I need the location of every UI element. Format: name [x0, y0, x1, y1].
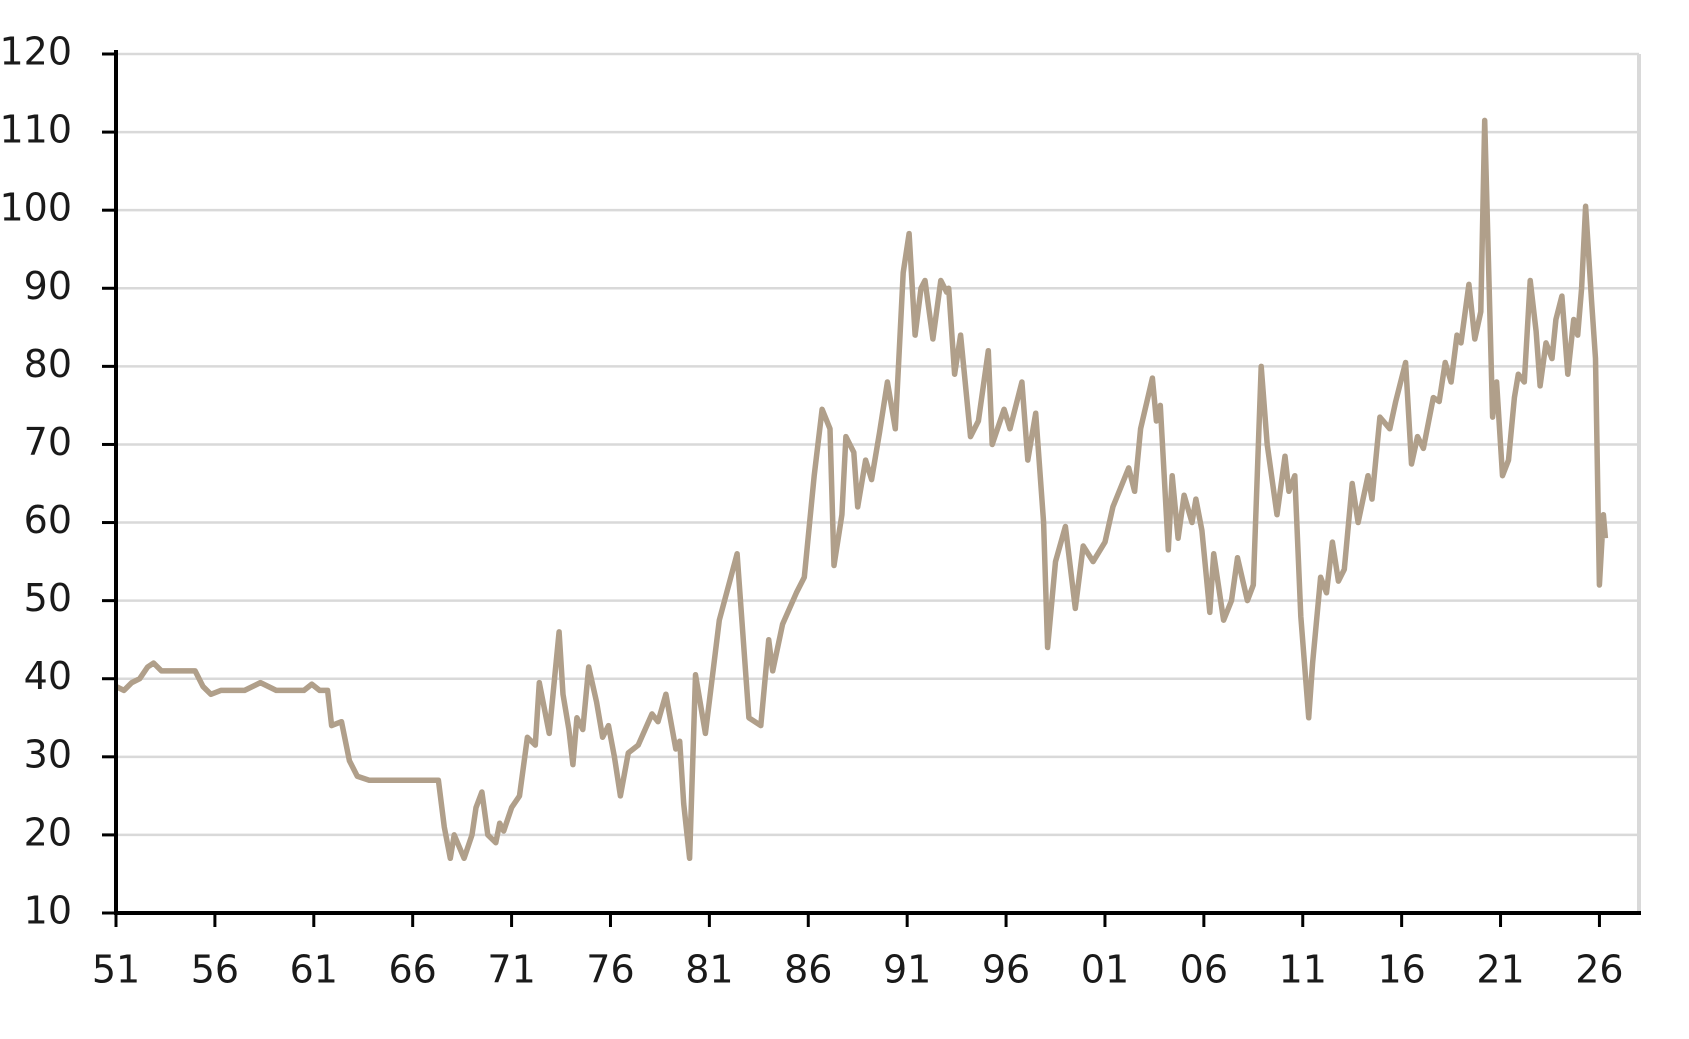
x-tick-label: 61: [290, 948, 338, 992]
y-tick-label: 80: [24, 342, 72, 386]
x-tick-label: 86: [784, 948, 832, 992]
x-tick-label: 91: [883, 948, 931, 992]
x-tick-label: 81: [685, 948, 733, 992]
y-tick-label: 120: [0, 30, 72, 74]
x-tick-label: 56: [191, 948, 239, 992]
x-tick-label: 01: [1081, 948, 1129, 992]
y-tick-label: 90: [24, 264, 72, 308]
y-tick-label: 50: [24, 576, 72, 620]
y-tick-label: 60: [24, 498, 72, 542]
y-tick-label: 30: [24, 732, 72, 776]
x-tick-label: 71: [487, 948, 535, 992]
x-tick-label: 21: [1476, 948, 1524, 992]
x-tick-label: 06: [1180, 948, 1228, 992]
y-tick-label: 70: [24, 420, 72, 464]
x-tick-label: 26: [1575, 948, 1623, 992]
x-tick-label: 66: [389, 948, 437, 992]
y-tick-label: 20: [24, 810, 72, 854]
x-tick-label: 51: [92, 948, 140, 992]
x-tick-label: 76: [586, 948, 634, 992]
x-tick-label: 16: [1377, 948, 1425, 992]
y-tick-label: 40: [24, 654, 72, 698]
line-series: [114, 117, 1609, 862]
x-tick-label: 96: [982, 948, 1030, 992]
x-tick-label: 11: [1279, 948, 1327, 992]
y-tick-label: 110: [0, 108, 72, 152]
y-tick-label: 100: [0, 186, 72, 230]
y-tick-label: 10: [24, 889, 72, 933]
